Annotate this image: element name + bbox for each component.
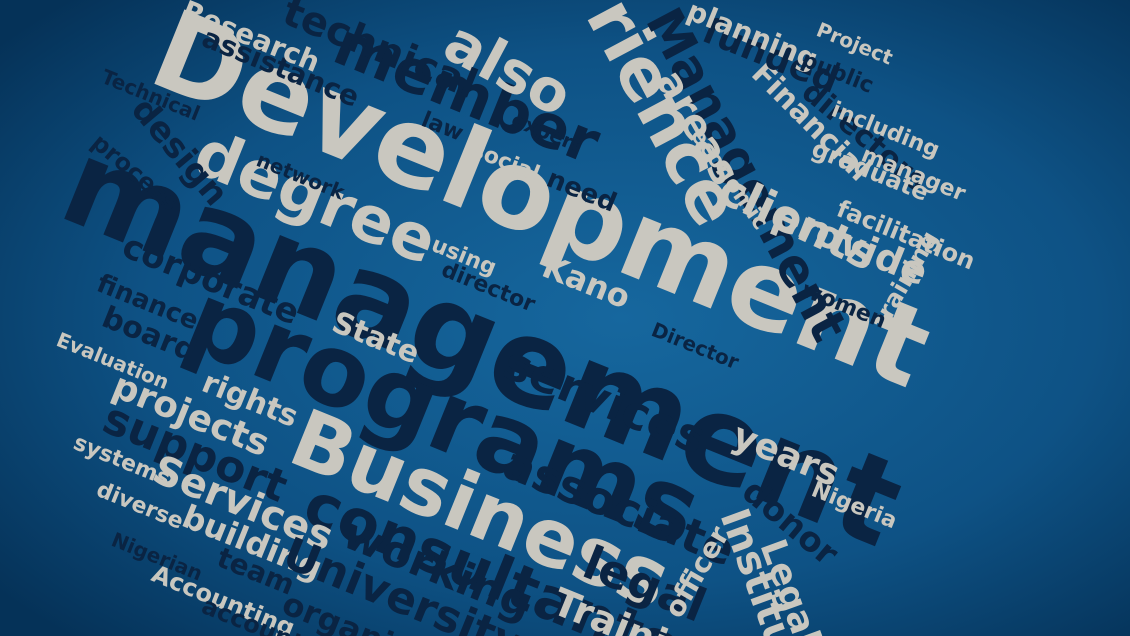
word-cloud: DevelopmentmanagementprogramsBusinesscon…: [0, 0, 1130, 636]
background: [0, 0, 1130, 636]
